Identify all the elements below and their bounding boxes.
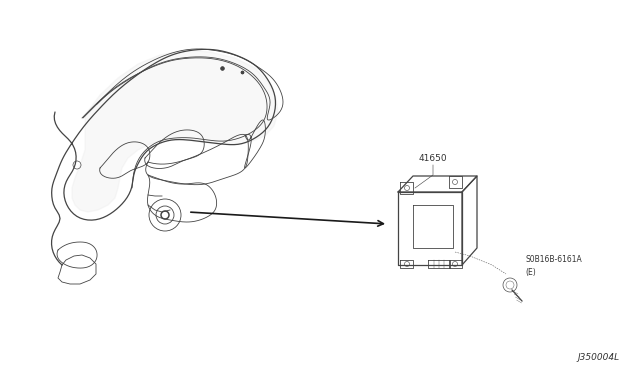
Text: J350004L: J350004L bbox=[578, 353, 620, 362]
Text: S0B16B-6161A
(E): S0B16B-6161A (E) bbox=[525, 255, 582, 276]
Polygon shape bbox=[72, 50, 278, 212]
Text: 41650: 41650 bbox=[419, 154, 447, 163]
